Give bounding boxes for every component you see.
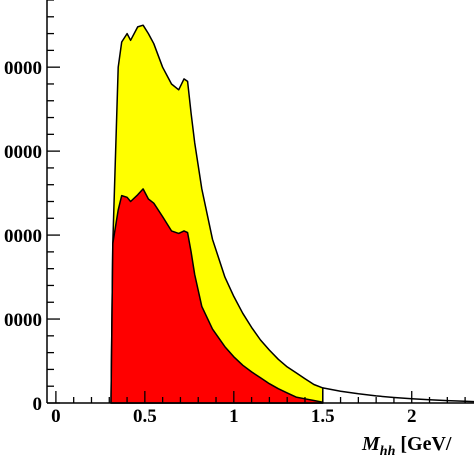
x-axis-label-subscript: hh [380, 444, 396, 459]
x-tick-label: 1.5 [311, 406, 335, 427]
y-tick-label: 0000 [4, 142, 42, 163]
y-tick-label: 0000 [4, 58, 42, 79]
y-tick-label: 0000 [4, 310, 42, 331]
y-tick-label: 0 [33, 394, 43, 415]
y-tick-label: 0000 [4, 226, 42, 247]
x-tick-label: 2 [407, 406, 417, 427]
plot-area [110, 24, 474, 404]
x-tick-label: 0.5 [133, 406, 157, 427]
x-tick-label: 1 [229, 406, 239, 427]
x-tick-label: 0 [51, 406, 61, 427]
x-axis-label: Mhh [GeV/ [361, 433, 452, 459]
x-ticks: 0 0.5 1 1.5 2 [51, 391, 466, 427]
x-axis-label-unit: [GeV/ [400, 433, 452, 455]
series-area-red [110, 188, 324, 404]
x-axis-label-symbol: M [361, 433, 381, 455]
series-tail-line [322, 387, 474, 403]
